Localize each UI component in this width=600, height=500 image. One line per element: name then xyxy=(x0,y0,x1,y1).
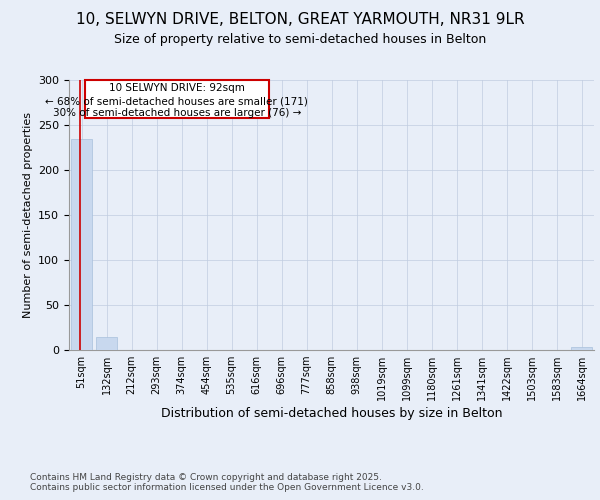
Text: 30% of semi-detached houses are larger (76) →: 30% of semi-detached houses are larger (… xyxy=(53,108,301,118)
Text: Contains HM Land Registry data © Crown copyright and database right 2025.
Contai: Contains HM Land Registry data © Crown c… xyxy=(30,473,424,492)
Bar xyxy=(71,140,92,350)
Y-axis label: Number of semi-detached properties: Number of semi-detached properties xyxy=(23,112,32,318)
Text: Size of property relative to semi-detached houses in Belton: Size of property relative to semi-detach… xyxy=(114,32,486,46)
Bar xyxy=(96,336,117,350)
FancyBboxPatch shape xyxy=(85,80,269,118)
Text: ← 68% of semi-detached houses are smaller (171): ← 68% of semi-detached houses are smalle… xyxy=(46,96,308,106)
X-axis label: Distribution of semi-detached houses by size in Belton: Distribution of semi-detached houses by … xyxy=(161,408,502,420)
Bar xyxy=(571,348,592,350)
Text: 10, SELWYN DRIVE, BELTON, GREAT YARMOUTH, NR31 9LR: 10, SELWYN DRIVE, BELTON, GREAT YARMOUTH… xyxy=(76,12,524,28)
Text: 10 SELWYN DRIVE: 92sqm: 10 SELWYN DRIVE: 92sqm xyxy=(109,82,245,92)
